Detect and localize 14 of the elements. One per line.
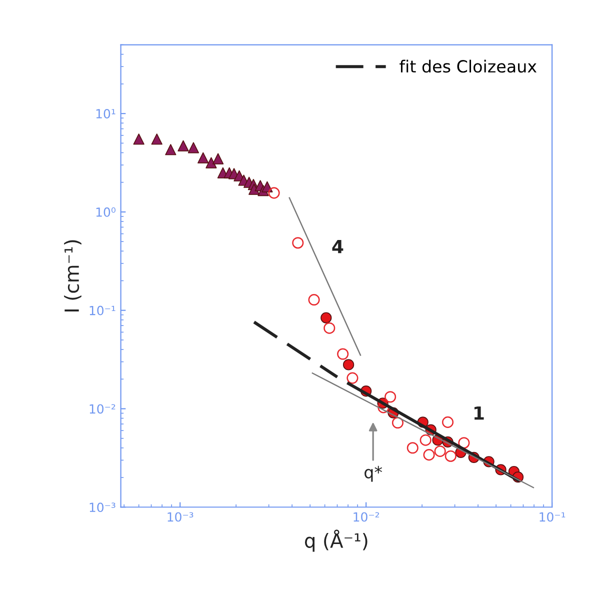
annotation: q*	[364, 466, 382, 482]
y-tick-label: 10¹	[96, 109, 116, 118]
y-tick-label: 10⁻³	[90, 502, 116, 512]
y-tick-label: 10⁻²	[90, 404, 116, 414]
x-tick-label: 10⁻³	[168, 512, 194, 522]
annotation: 4	[332, 240, 344, 254]
x-tick-label: 10⁻¹	[540, 512, 566, 522]
x-tick-label: 10⁻²	[354, 512, 380, 522]
x-axis-title: q (Å⁻¹)	[304, 530, 368, 552]
annotation: 1	[474, 406, 484, 420]
y-axis-title: I (cm⁻¹)	[64, 240, 82, 312]
legend-label: fit des Cloizeaux	[400, 60, 537, 73]
y-tick-label: 10⁰	[96, 207, 116, 217]
y-tick-label: 10⁻¹	[90, 306, 116, 316]
